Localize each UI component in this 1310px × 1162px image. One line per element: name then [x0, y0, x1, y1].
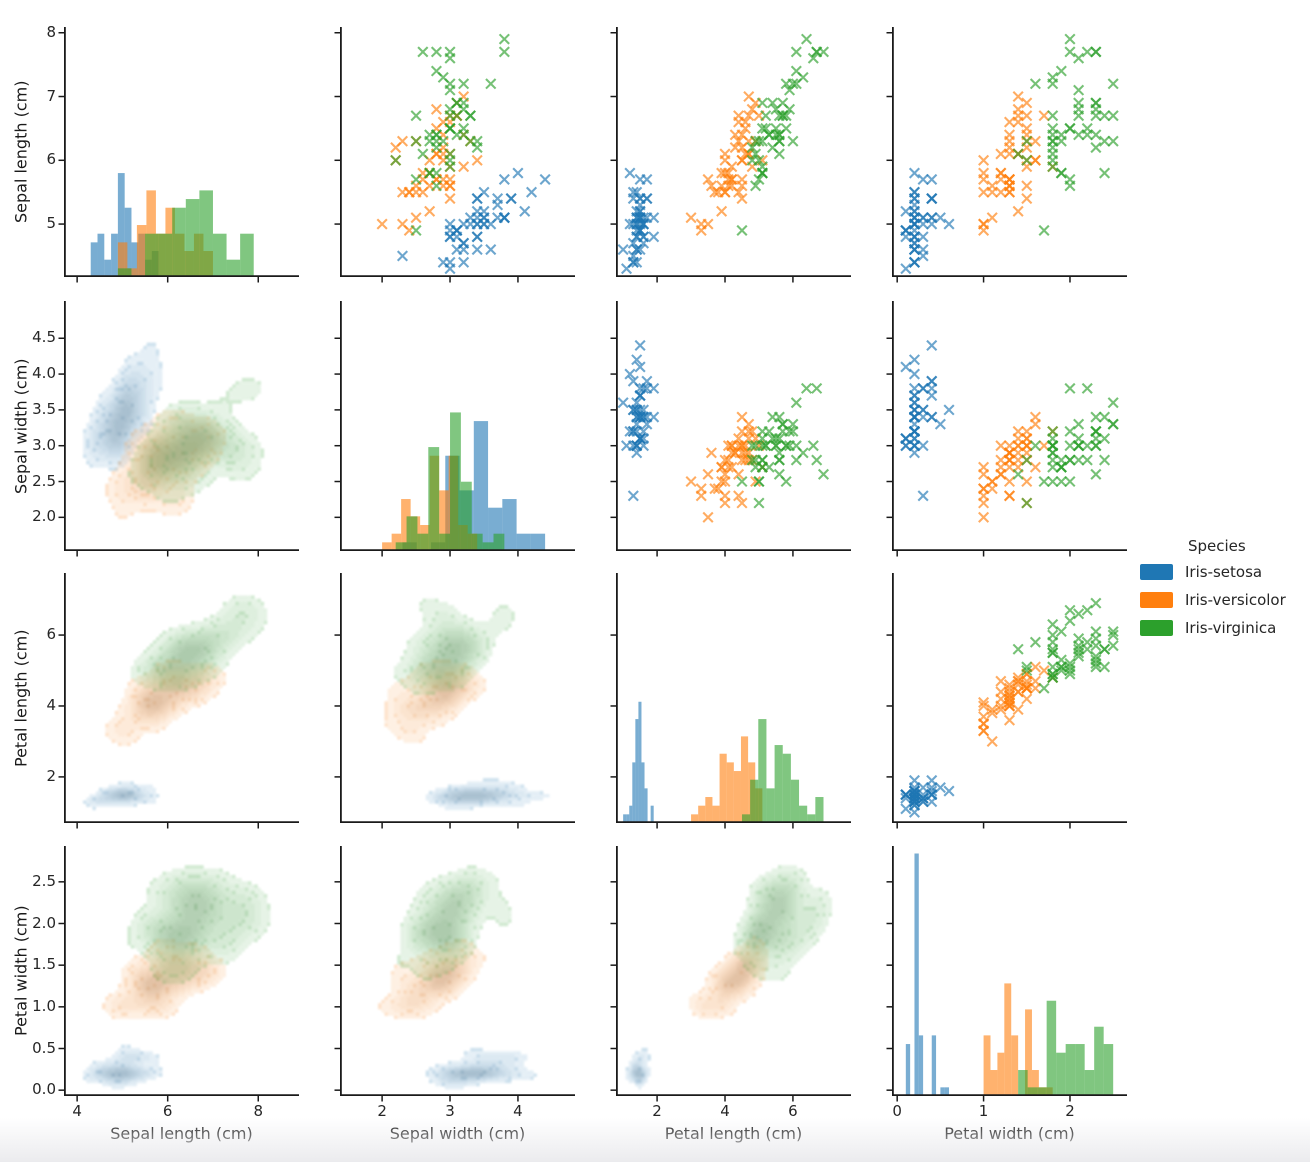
subplot-canvas-r0c0: [52, 27, 299, 289]
y-tick-label: 1.5: [32, 955, 56, 974]
legend-label-virginica: Iris-virginica: [1185, 619, 1277, 637]
legend-item-iris-versicolor: Iris-versicolor: [1140, 590, 1286, 610]
legend-swatch-setosa: [1140, 564, 1173, 580]
legend-swatch-versicolor: [1140, 592, 1173, 608]
subplot-r1c0-kde: [52, 301, 299, 563]
y-tick-label: 4.0: [32, 364, 56, 383]
legend: Species Iris-setosa Iris-versicolor Iris…: [1140, 537, 1286, 646]
y-tick-label: 8: [46, 22, 56, 41]
y-tick-label: 2: [46, 766, 56, 785]
subplot-canvas-r2c1: [328, 573, 575, 835]
subplot-canvas-r1c2: [604, 301, 851, 563]
subplot-canvas-r0c2: [604, 27, 851, 289]
x-tick-label: 4: [720, 1102, 730, 1120]
legend-title: Species: [1188, 537, 1246, 555]
subplot-r3c1-kde: [328, 846, 575, 1108]
subplot-r1c1-histogram: [328, 301, 575, 563]
x-tick-label: 2: [1065, 1102, 1075, 1120]
subplot-canvas-r1c1: [328, 301, 575, 563]
y-tick-label: 2.5: [32, 471, 56, 490]
legend-item-iris-setosa: Iris-setosa: [1140, 562, 1286, 582]
subplot-r0c1-scatter: [328, 27, 575, 289]
y-tick-label: 3.5: [32, 399, 56, 418]
subplot-canvas-r3c3: [880, 846, 1127, 1108]
y-tick-label: 7: [46, 86, 56, 105]
x-tick-label: 8: [253, 1102, 263, 1120]
subplot-canvas-r2c3: [880, 573, 1127, 835]
subplot-canvas-r1c3: [880, 301, 1127, 563]
subplot-r3c0-kde: [52, 846, 299, 1108]
x-tick-label: 4: [72, 1102, 82, 1120]
subplot-r0c2-scatter: [604, 27, 851, 289]
subplot-canvas-r2c2: [604, 573, 851, 835]
subplot-r0c3-scatter: [880, 27, 1127, 289]
y-tick-label: 1.0: [32, 996, 56, 1015]
y-tick-label: 2.0: [32, 913, 56, 932]
subplot-r2c3-scatter: [880, 573, 1127, 835]
subplot-canvas-r1c0: [52, 301, 299, 563]
x-tick-label: 6: [788, 1102, 798, 1120]
subplot-canvas-r0c3: [880, 27, 1127, 289]
y-tick-label: 0.0: [32, 1080, 56, 1099]
y-tick-label: 4: [46, 695, 56, 714]
subplot-r2c0-kde: [52, 573, 299, 835]
y-tick-label: 2.0: [32, 507, 56, 526]
subplot-r3c2-kde: [604, 846, 851, 1108]
subplot-r0c0-histogram: [52, 27, 299, 289]
y-tick-label: 0.5: [32, 1038, 56, 1057]
legend-label-versicolor: Iris-versicolor: [1185, 591, 1286, 609]
x-tick-label: 2: [377, 1102, 387, 1120]
subplot-r1c3-scatter: [880, 301, 1127, 563]
subplot-r1c2-scatter: [604, 301, 851, 563]
subplot-canvas-r3c0: [52, 846, 299, 1108]
x-tick-label: 4: [513, 1102, 523, 1120]
y-tick-label: 4.5: [32, 328, 56, 347]
subplot-canvas-r3c2: [604, 846, 851, 1108]
y-tick-label: 5: [46, 214, 56, 233]
subplot-r3c3-histogram: [880, 846, 1127, 1108]
subplot-canvas-r3c1: [328, 846, 575, 1108]
page-bottom-gradient: [0, 1118, 1310, 1162]
x-tick-label: 0: [892, 1102, 902, 1120]
x-tick-label: 3: [445, 1102, 455, 1120]
subplot-canvas-r2c0: [52, 573, 299, 835]
x-tick-label: 6: [162, 1102, 173, 1120]
legend-label-setosa: Iris-setosa: [1185, 563, 1263, 581]
y-tick-label: 3.0: [32, 435, 56, 454]
x-tick-label: 2: [652, 1102, 662, 1120]
legend-swatch-virginica: [1140, 620, 1173, 636]
subplot-r2c1-kde: [328, 573, 575, 835]
subplot-canvas-r0c1: [328, 27, 575, 289]
subplot-r2c2-histogram: [604, 573, 851, 835]
y-tick-label: 2.5: [32, 871, 56, 890]
legend-item-iris-virginica: Iris-virginica: [1140, 618, 1286, 638]
y-tick-label: 6: [46, 625, 56, 644]
x-tick-label: 1: [978, 1102, 989, 1120]
y-tick-label: 6: [46, 150, 56, 169]
